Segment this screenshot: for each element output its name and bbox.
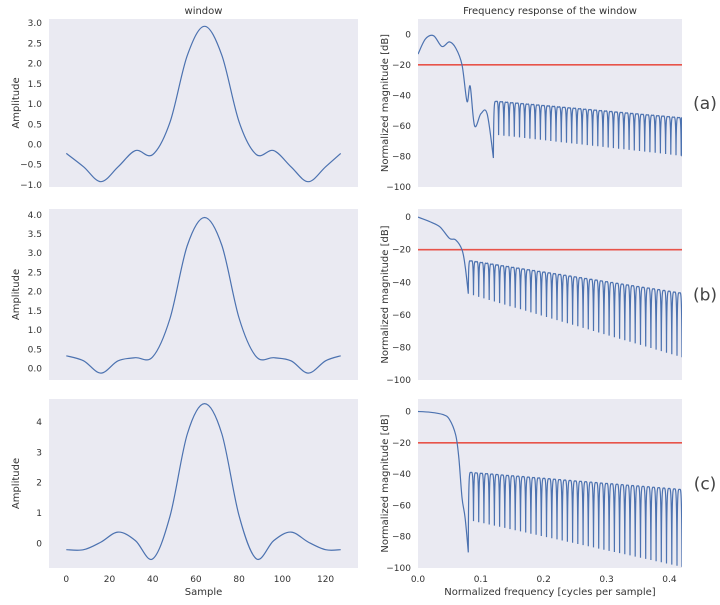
y-tick-label: 0 [405,213,411,223]
x-tick-label: 0.2 [537,575,551,585]
x-tick-label: 0.3 [599,575,613,585]
series-line [66,216,341,374]
x-tick-label: 0.1 [474,575,488,585]
y-tick-label: −40 [392,91,411,101]
y-tick-label: 0.5 [28,120,42,130]
y-axis-label: Amplitude [11,458,22,509]
y-tick-label: 1.5 [28,80,42,90]
y-tick-label: −40 [392,278,411,288]
y-tick-label: −100 [386,564,411,574]
y-tick-label: 1.0 [28,326,43,336]
y-tick-label: −60 [392,122,411,132]
y-axis-label: Amplitude [11,77,22,128]
y-tick-label: 3.0 [28,19,43,29]
y-tick-label: 1 [36,509,42,519]
y-tick-label: −80 [392,533,411,543]
panel-window-a: window 3.0 2.5 2.0 1.5 1.0 0.5 0.0 −0.5 −1.0 Ampli… [11,6,358,191]
series-line [418,34,682,159]
y-tick-label: 3 [36,448,42,458]
y-tick-label: 0 [405,30,411,40]
x-tick-label: 0 [63,575,69,585]
y-tick-label: −80 [392,152,411,162]
x-tick-label: 60 [190,575,202,585]
y-tick-label: 3.0 [28,249,43,259]
chart-title: Frequency response of the window [463,6,637,17]
y-axis-label: Amplitude [11,269,22,320]
y-axis-label: Normalized magnitude [dB] [380,225,391,363]
x-tick-label: 20 [104,575,116,585]
x-tick-label: 0.4 [662,575,677,585]
y-axis-label: Normalized magnitude [dB] [380,34,391,172]
y-tick-label: −0.5 [20,161,42,171]
chart-title: window [185,6,223,17]
y-tick-label: 0.0 [28,140,43,150]
panel-label: (c) [694,475,717,495]
x-axis-label: Sample [185,587,223,598]
plot-area [49,399,358,568]
y-tick-label: −40 [392,470,411,480]
plot-area [418,399,682,568]
y-tick-label: 1.5 [28,307,42,317]
series-line [418,216,682,358]
y-tick-label: 0.5 [28,345,42,355]
panel-window-b: 4.0 3.5 3.0 2.5 2.0 1.5 1.0 0.5 0.0 Amplitude [11,209,358,380]
y-tick-label: 0.0 [28,364,43,374]
y-tick-label: −20 [392,246,411,256]
y-tick-label: 2.5 [28,268,42,278]
y-tick-label: 0 [36,540,42,550]
y-tick-label: 2.0 [28,288,43,298]
y-tick-label: −20 [392,61,411,71]
x-tick-label: 80 [233,575,245,585]
panel-response-b: 0 −20 −40 −60 −80 −100 Normalized magnitude [d… [380,209,717,386]
y-tick-label: −60 [392,311,411,321]
panel-label: (a) [693,94,717,114]
series-line [65,25,342,183]
panel-response-a: Frequency response of the window 0 −20 −40 −… [380,6,717,193]
x-tick-label: 120 [317,575,334,585]
y-tick-label: 2.5 [28,39,42,49]
y-tick-label: −60 [392,501,411,511]
y-tick-label: 3.5 [28,230,42,240]
y-tick-label: 0 [405,408,411,418]
plot-area [418,209,682,380]
y-tick-label: 1.0 [28,100,43,110]
x-axis-label: Normalized frequency [cycles per sample] [444,587,656,598]
panel-label: (b) [693,286,717,306]
y-tick-label: 2 [36,479,42,489]
y-tick-label: −80 [392,343,411,353]
y-tick-label: 4 [36,418,42,428]
y-tick-label: −20 [392,439,411,449]
y-axis-label: Normalized magnitude [dB] [380,414,391,552]
x-tick-label: 0.0 [411,575,426,585]
x-tick-label: 100 [274,575,291,585]
y-tick-label: 4.0 [28,211,43,221]
x-tick-label: 40 [147,575,159,585]
series-line [418,410,682,567]
series-line [66,402,341,561]
y-tick-label: −100 [386,376,411,386]
plot-area [418,19,682,187]
plot-area [49,209,358,380]
plot-area [49,19,358,187]
y-tick-label: −100 [386,183,411,193]
y-tick-label: 2.0 [28,60,43,70]
y-tick-label: −1.0 [20,181,42,191]
